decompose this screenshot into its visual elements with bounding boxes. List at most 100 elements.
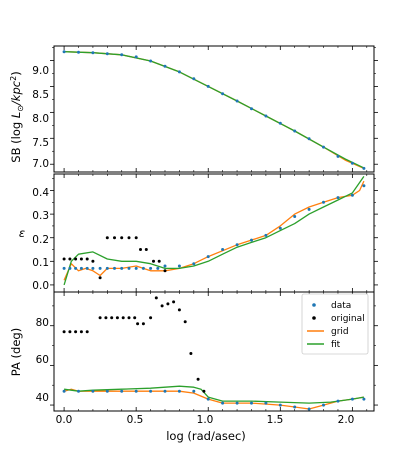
x-tick-label: 0.0 <box>56 414 73 426</box>
pa-original-point <box>98 316 102 320</box>
pa-original-point <box>110 316 114 320</box>
ellipticity-data-point <box>127 266 131 270</box>
ellipticity-data-point <box>91 266 95 270</box>
ellipticity-data-point <box>74 266 78 270</box>
pa-original-point <box>149 316 153 320</box>
ellipticity-axis-label: ε <box>19 226 25 240</box>
sb-y-tick-label: 9.0 <box>32 65 49 77</box>
pa-y-tick-label: 80 <box>36 317 49 329</box>
legend-label-fit: fit <box>331 340 341 350</box>
ellipticity-y-tick-label: 0.0 <box>32 280 49 292</box>
pa-data-point <box>293 405 297 409</box>
legend-entry-fit: fit <box>307 340 341 350</box>
pa-original-point <box>68 330 72 334</box>
ellipticity-data-point <box>336 196 340 200</box>
pa-original-point <box>177 308 181 312</box>
sb-data-point <box>322 145 325 149</box>
ellipticity-y-tick-label: 0.4 <box>32 187 49 199</box>
pa-original-point <box>115 316 119 320</box>
legend-label-data: data <box>331 301 351 311</box>
pa-data-point <box>307 407 311 411</box>
ellipticity-plot-area <box>50 173 378 293</box>
pa-data-point <box>163 389 167 393</box>
sb-y-tick-label: 8.5 <box>32 89 49 101</box>
ellipticity-data-point <box>322 200 325 204</box>
ellipticity-original-point <box>91 259 95 263</box>
sb-y-tick-label: 7.5 <box>32 137 49 149</box>
ellipticity-data-point <box>362 184 366 188</box>
ellipticity-original-point <box>127 236 131 240</box>
sb-plot-area <box>50 45 378 173</box>
sb-data-point <box>192 77 196 81</box>
pa-original-point <box>202 389 206 393</box>
ellipticity-original-point <box>68 257 72 261</box>
pa-data-point <box>91 389 95 393</box>
ellipticity-original-point <box>74 257 78 261</box>
pa-axes-frame <box>53 291 375 412</box>
sb-data-point <box>250 107 253 111</box>
ellipticity-y-tick-label: 0.1 <box>32 257 49 269</box>
ellipticity-original-point <box>144 248 148 251</box>
pa-data-point <box>206 397 210 401</box>
ellipticity-fit-line <box>63 176 365 286</box>
x-tick-label: 2.0 <box>338 414 355 426</box>
sb-data-point <box>77 50 80 54</box>
pa-data-point <box>192 389 196 393</box>
pa-original-point <box>183 320 187 324</box>
pa-original-point <box>74 330 78 334</box>
legend-entry-data: data <box>312 301 351 311</box>
sb-data-point <box>134 55 138 59</box>
pa-data-point <box>62 389 66 393</box>
x-axis-label: log (rad/asec) <box>166 429 246 443</box>
legend-entry-original: original <box>312 314 365 324</box>
x-axis: 0.0 0.5 1.0 1.5 2.0 log (rad/asec) <box>56 414 355 443</box>
pa-original-point <box>141 322 145 326</box>
ellipticity-data-point <box>278 226 282 230</box>
sb-data-point <box>163 64 167 68</box>
ellipticity-data-point <box>156 266 160 270</box>
panel-position-angle: PA (deg) 40 60 80 data original grid <box>9 291 378 412</box>
ellipticity-data-point <box>113 266 116 270</box>
ellipticity-y-ticks: 0.0 0.1 0.2 0.3 0.4 <box>32 187 49 292</box>
ellipticity-grid-line <box>63 180 365 281</box>
ellipticity-original-point <box>152 259 155 263</box>
pa-data-point <box>177 389 181 393</box>
pa-original-point <box>172 300 176 304</box>
sb-data-point <box>362 166 366 170</box>
ellipticity-original-point <box>163 269 167 273</box>
pa-data-point <box>278 403 282 407</box>
ellipticity-data-point <box>293 215 297 218</box>
sb-axes-frame <box>53 45 375 173</box>
ellipticity-data-point <box>105 266 109 270</box>
pa-data-point <box>336 399 340 403</box>
ellipticity-data-point <box>134 266 138 270</box>
panel-surface-brightness: SB (log L⊙/kpc2) 7.0 7.5 8.0 8.5 9.0 <box>9 45 378 173</box>
ellipticity-data-point <box>350 193 354 197</box>
pa-original-point <box>196 377 200 381</box>
pa-original-point <box>133 316 137 320</box>
ellipticity-data-point <box>98 266 102 270</box>
ellipticity-data-point <box>149 266 153 270</box>
ellipticity-data-point <box>235 243 239 247</box>
pa-data-point <box>134 389 138 393</box>
pa-plot-area <box>50 291 378 412</box>
pa-original-point <box>166 302 170 306</box>
ellipticity-data-point <box>68 266 72 270</box>
ellipticity-data-point <box>141 266 145 270</box>
pa-original-point <box>79 330 83 334</box>
ellipticity-data-point <box>85 266 89 270</box>
pa-data-point <box>120 389 124 393</box>
pa-data-point <box>322 403 325 407</box>
pa-data-point <box>221 401 225 405</box>
legend-label-grid: grid <box>331 327 349 337</box>
legend-marker-data <box>312 303 316 307</box>
sb-data-point <box>62 50 66 54</box>
ellipticity-data-point <box>163 264 167 268</box>
pa-data-point <box>77 389 80 393</box>
sb-data-point <box>221 92 225 96</box>
panel-ellipticity: ε 0.0 0.1 0.2 0.3 0.4 <box>19 173 378 293</box>
x-tick-label: 0.5 <box>127 414 144 426</box>
pa-original-point <box>62 330 66 334</box>
pa-original-point <box>136 322 140 326</box>
